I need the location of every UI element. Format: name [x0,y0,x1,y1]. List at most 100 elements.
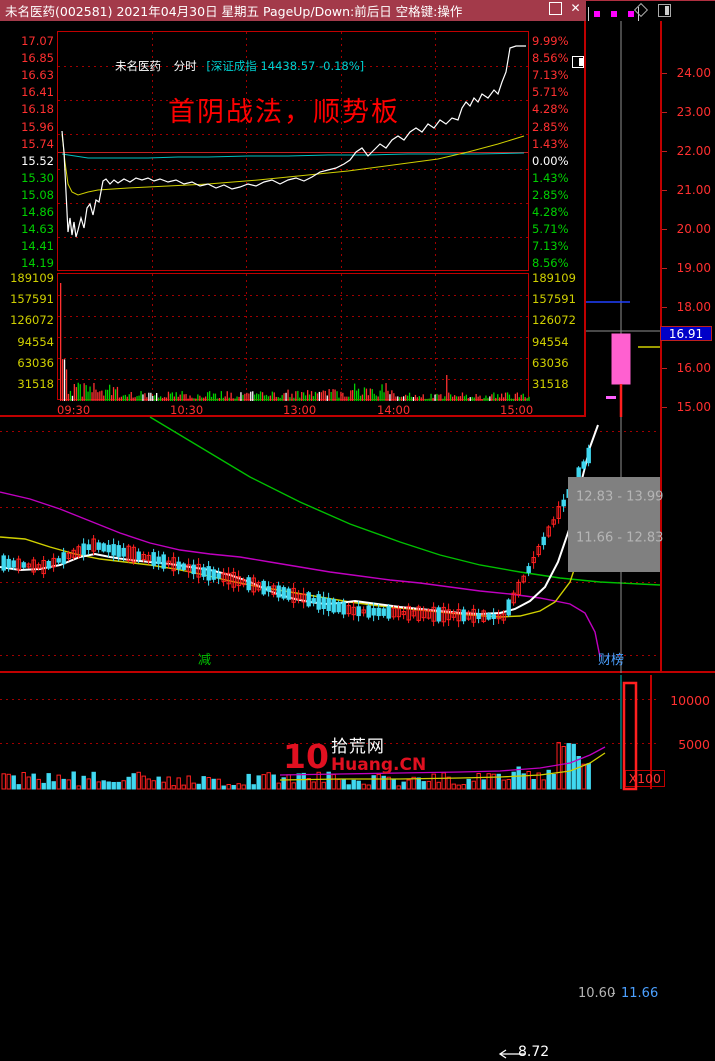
intraday-price-plot[interactable]: 未名医药 分时 [深证成指 14438.57 -0.18%] 首阴战法，顺势板 [57,31,584,271]
bottom-volume-bar [96,781,101,790]
intraday-time-axis: 09:30 10:30 13:00 14:00 15:00 [57,403,533,417]
intraday-volume-bar [314,391,317,401]
bottom-volume-bar [451,783,456,790]
intraday-volume-bar [236,396,238,401]
candle-body [436,607,441,622]
intraday-volume-bar [165,397,168,401]
bottom-volume-axis-label-1: 10000 [670,693,710,708]
daily-price-tick-mark [662,112,667,113]
magenta-dot-3 [628,11,634,17]
candle-body [236,576,241,587]
intraday-volume-bar [412,397,415,401]
candle-body [286,588,291,600]
intraday-volume-tick-left: 157591 [10,292,54,307]
bottom-volume-bar [91,771,96,790]
intraday-volume-bar [150,392,152,401]
candle-body [491,614,496,620]
candle-body [96,542,101,550]
intraday-panel-toggle-icon[interactable] [572,56,584,68]
bottom-volume-panel[interactable]: 10000 5000 X100 [0,675,715,791]
candle-body [321,597,326,610]
candle-body [61,552,66,565]
candle-body [11,560,16,568]
intraday-volume-bar [116,386,119,401]
intraday-volume-bar [524,397,526,401]
intraday-volume-bar [395,396,397,401]
bottom-volume-bar [491,773,496,790]
diamond-icon[interactable] [633,2,649,18]
intraday-volume-bar [518,397,520,401]
candle-body [351,606,356,616]
candle-body [311,598,316,604]
bottom-volume-bar [241,784,246,790]
daily-price-tick-mark [662,190,667,191]
intraday-volume-plot[interactable] [57,273,530,401]
gridline-v [152,32,153,270]
intraday-volume-bar [140,391,142,401]
intraday-time-tick: 13:00 [283,403,317,417]
candle-body [456,609,461,622]
intraday-volume-bar [365,388,368,401]
intraday-price-tick: 14.19 [21,256,54,271]
intraday-percent-tick: 4.28% [532,205,569,219]
daily-price-tick: 21.00 [676,183,711,197]
ma-green-line [149,416,661,586]
intraday-percent-tick: 8.56% [532,51,569,66]
intraday-volume-bar [307,390,309,401]
intraday-chart-panel[interactable]: 未名医药 分时 [深证成指 14438.57 -0.18%] 首阴战法，顺势板 … [0,21,586,417]
candle-body [106,544,111,553]
intraday-volume-bar [405,394,407,401]
gridline-v [435,32,436,270]
intraday-volume-bar [485,395,487,401]
bottom-volume-bar [106,781,111,790]
intraday-volume-bar [344,396,346,401]
candle-body [326,598,331,611]
window-title-bar: 未名医药(002581) 2021年04月30日 星期五 PageUp/Down… [0,0,586,21]
range-left-value-label: 10.60 [578,986,616,1001]
candle-body [461,609,466,622]
bottom-volume-bar [201,776,206,790]
restore-window-button[interactable] [549,2,562,15]
candle-body [36,564,41,569]
intraday-volume-bar [275,396,277,401]
intraday-volume-bar [228,397,230,401]
intraday-volume-bar [95,389,97,401]
intraday-volume-tick-right: 157591 [532,292,576,307]
intraday-volume-bar [363,387,366,401]
intraday-volume-bar [354,383,356,401]
intraday-volume-bar [308,394,311,401]
intraday-volume-bar [473,397,475,401]
intraday-volume-bar [185,394,187,401]
candle-body [86,544,91,551]
candle-body [556,506,561,519]
intraday-percent-tick: 1.43% [532,136,569,151]
bottom-volume-bar [231,785,236,790]
panel-toggle-icon[interactable] [658,4,671,17]
daily-candlestick-panel[interactable]: 12.83 - 13.99 11.66 - 12.83 10.60 - 11.6… [0,416,715,1060]
close-window-button[interactable]: ✕ [570,1,581,15]
intraday-volume-bar [467,398,469,401]
gridline-h [58,337,528,338]
intraday-volume-bar [381,384,383,401]
bottom-volume-bar [116,781,121,790]
gridline-h [0,699,660,700]
bottom-volume-bar [366,784,371,790]
intraday-volume-bar [97,392,99,401]
intraday-volume-bar [132,397,134,401]
candle-body [6,558,11,569]
intraday-volume-bar [489,396,491,401]
intraday-volume-bar [495,397,497,401]
candle-body [181,563,186,570]
bottom-volume-bar [266,772,271,790]
daily-chart-upper-right[interactable] [586,21,715,417]
intraday-volume-bar [144,393,146,401]
intraday-volume-bar [305,395,307,401]
intraday-volume-bar [499,397,501,401]
bottom-volume-bar [181,784,186,790]
bottom-volume-bar [126,776,131,790]
intraday-volume-bar [240,392,242,401]
candle-body [361,609,366,614]
bottom-volume-bar [31,773,36,790]
intraday-volume-bar [71,395,74,401]
window-controls[interactable]: ✕ [549,2,582,15]
